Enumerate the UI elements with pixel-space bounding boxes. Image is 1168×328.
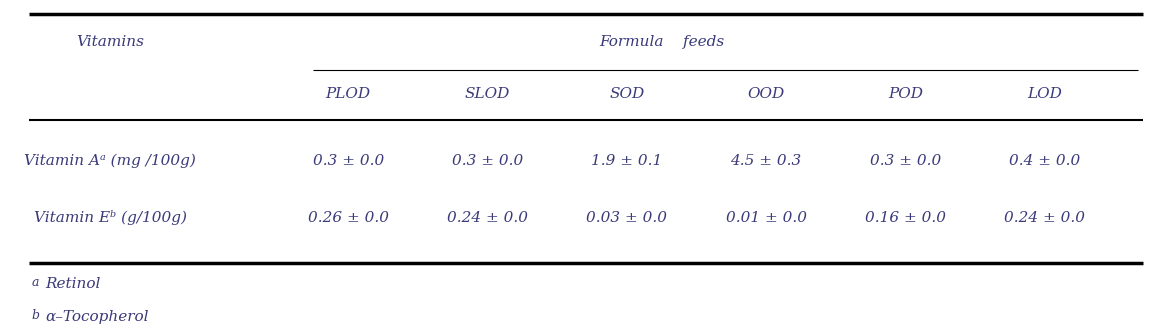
Text: Retinol: Retinol [46,277,100,291]
Text: α–Tocopherol: α–Tocopherol [46,310,148,324]
Text: 0.4 ± 0.0: 0.4 ± 0.0 [1009,154,1080,168]
Text: LOD: LOD [1028,87,1062,101]
Text: PLOD: PLOD [326,87,371,101]
Text: 0.24 ± 0.0: 0.24 ± 0.0 [1004,211,1085,225]
Text: Formula    feeds: Formula feeds [599,35,724,49]
Text: 0.24 ± 0.0: 0.24 ± 0.0 [447,211,528,225]
Text: SOD: SOD [610,87,645,101]
Text: 0.3 ± 0.0: 0.3 ± 0.0 [870,154,941,168]
Text: 0.16 ± 0.0: 0.16 ± 0.0 [865,211,946,225]
Text: a: a [32,276,39,289]
Text: 0.26 ± 0.0: 0.26 ± 0.0 [308,211,389,225]
Text: OOD: OOD [748,87,785,101]
Text: 0.3 ± 0.0: 0.3 ± 0.0 [452,154,523,168]
Text: 0.01 ± 0.0: 0.01 ± 0.0 [725,211,807,225]
Text: POD: POD [888,87,923,101]
Text: 1.9 ± 0.1: 1.9 ± 0.1 [591,154,662,168]
Text: SLOD: SLOD [465,87,510,101]
Text: 0.3 ± 0.0: 0.3 ± 0.0 [313,154,384,168]
Text: Vitamin Eᵇ (g/100g): Vitamin Eᵇ (g/100g) [34,210,187,225]
Text: 0.03 ± 0.0: 0.03 ± 0.0 [586,211,667,225]
Text: 4.5 ± 0.3: 4.5 ± 0.3 [730,154,801,168]
Text: b: b [32,309,40,322]
Text: Vitamin Aᵃ (mg /100g): Vitamin Aᵃ (mg /100g) [25,154,196,168]
Text: Vitamins: Vitamins [76,35,145,49]
